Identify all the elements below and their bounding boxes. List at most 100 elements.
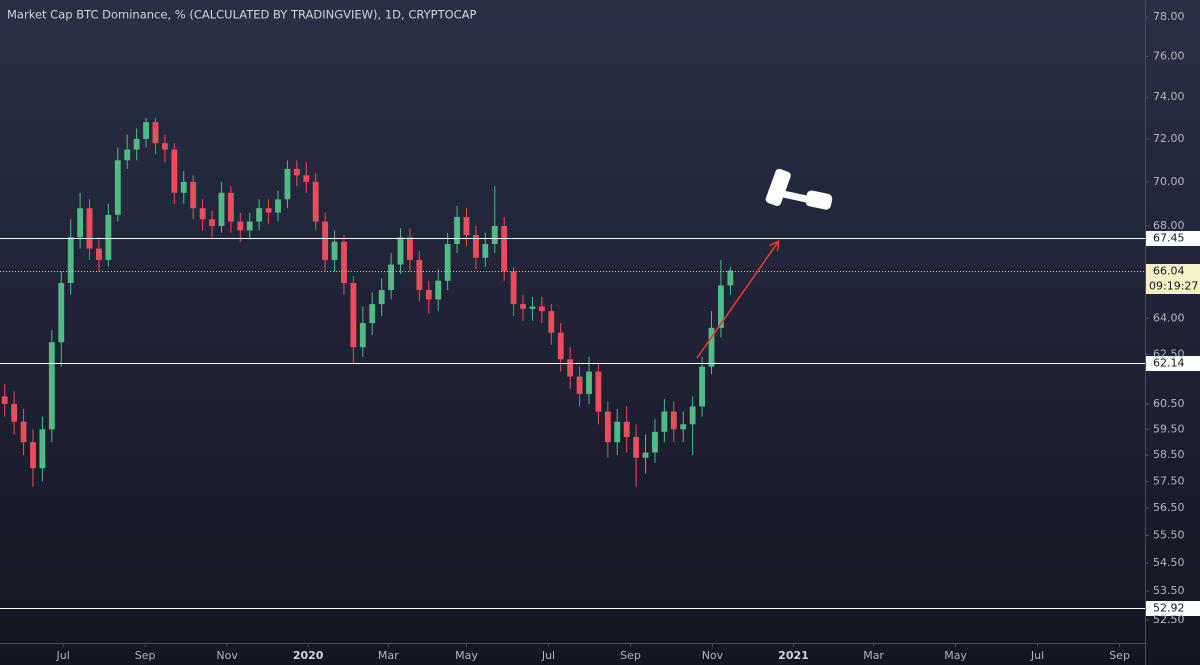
candle-body bbox=[312, 181, 319, 222]
level-label: 62.14 bbox=[1153, 357, 1185, 370]
candle-body bbox=[246, 221, 253, 231]
level-label-box bbox=[1146, 231, 1200, 246]
candle-body bbox=[369, 304, 376, 324]
candle-body bbox=[661, 411, 668, 432]
candle-body bbox=[350, 283, 357, 348]
x-tick-label: Mar bbox=[863, 649, 884, 662]
candle-body bbox=[454, 217, 460, 245]
candle-body bbox=[1, 396, 8, 404]
candle-body bbox=[171, 149, 178, 193]
candle-body bbox=[708, 327, 715, 367]
y-tick-label: 55.50 bbox=[1153, 528, 1185, 541]
x-tick-label: Mar bbox=[378, 649, 399, 662]
candle-body bbox=[652, 431, 658, 453]
y-tick-label: 56.50 bbox=[1153, 501, 1185, 514]
candle-body bbox=[237, 221, 244, 231]
last-price-box bbox=[1146, 264, 1200, 294]
candle-body bbox=[199, 208, 206, 220]
candle-body bbox=[209, 219, 215, 226]
x-tick-label: Sep bbox=[135, 649, 156, 662]
candle-body bbox=[595, 371, 602, 412]
candle-body bbox=[614, 421, 621, 443]
candle-body bbox=[227, 192, 234, 222]
candle-body bbox=[604, 411, 611, 443]
candle-body bbox=[633, 437, 640, 458]
candle-body bbox=[96, 248, 102, 260]
y-tick-label: 57.50 bbox=[1153, 474, 1185, 487]
candle-body bbox=[388, 264, 395, 291]
candle-body bbox=[152, 122, 159, 144]
candle-body bbox=[416, 259, 423, 291]
candle-body bbox=[218, 192, 225, 226]
candle-body bbox=[425, 290, 432, 300]
y-tick-label: 70.00 bbox=[1153, 175, 1185, 188]
candle-body bbox=[529, 306, 536, 309]
candle-body bbox=[510, 271, 517, 305]
candle-body bbox=[48, 342, 55, 430]
level-label-box bbox=[1146, 601, 1200, 616]
trend-arrow bbox=[696, 242, 778, 359]
y-tick-label: 59.50 bbox=[1153, 422, 1185, 435]
candle-body bbox=[11, 403, 18, 422]
axes: 78.00 76.00 74.00 72.00 70.00 68.00 64.00 62.50… bbox=[55, 10, 1184, 662]
candle-body bbox=[642, 452, 649, 458]
y-tick-label: 64.00 bbox=[1153, 311, 1185, 324]
candle-body bbox=[161, 143, 168, 150]
x-tick-label: Jul bbox=[55, 649, 69, 662]
candle-body bbox=[689, 406, 696, 425]
x-tick-label: May bbox=[944, 649, 967, 662]
y-tick-label: 72.00 bbox=[1153, 132, 1185, 145]
x-tick-label: Nov bbox=[702, 649, 724, 662]
candle-body bbox=[30, 442, 36, 469]
candle-body bbox=[77, 208, 84, 238]
candle-body bbox=[680, 424, 687, 430]
candle-body bbox=[548, 311, 555, 333]
x-tick-label: Jul bbox=[1030, 649, 1044, 662]
last-price-label: 66.04 bbox=[1153, 265, 1185, 278]
candle-body bbox=[322, 221, 329, 260]
x-tick-label: Sep bbox=[1109, 649, 1130, 662]
candle-body bbox=[670, 411, 677, 430]
candle-body bbox=[20, 421, 27, 443]
candle-body bbox=[105, 214, 112, 260]
y-tick-label: 54.50 bbox=[1153, 556, 1185, 569]
countdown-label: 09:19:27 bbox=[1149, 280, 1198, 293]
candle-body bbox=[482, 244, 489, 258]
candle-body bbox=[576, 376, 583, 394]
y-tick-label: 78.00 bbox=[1153, 10, 1185, 23]
candles bbox=[1, 117, 734, 487]
overlays: 67.45 62.14 52.92 66.04 09:19:27 bbox=[0, 231, 1200, 616]
candle-body bbox=[538, 306, 545, 312]
candle-body bbox=[472, 234, 479, 258]
y-tick-label: 62.50 bbox=[1153, 347, 1185, 360]
candle-body bbox=[359, 323, 366, 348]
candle-body bbox=[58, 283, 65, 343]
level-label-box bbox=[1146, 356, 1200, 371]
y-tick-label: 53.50 bbox=[1153, 584, 1185, 597]
candle-body bbox=[124, 149, 131, 161]
level-label: 67.45 bbox=[1153, 232, 1185, 245]
candle-body bbox=[143, 122, 149, 139]
y-tick-label: 74.00 bbox=[1153, 90, 1185, 103]
candle-body bbox=[284, 168, 291, 200]
x-tick-label: Jul bbox=[541, 649, 555, 662]
candle-body bbox=[727, 270, 734, 286]
candle-body bbox=[293, 168, 300, 176]
candle-body bbox=[67, 237, 74, 284]
candle-body bbox=[444, 244, 451, 281]
candle-body bbox=[190, 181, 197, 209]
candle-body bbox=[114, 160, 121, 215]
candle-body bbox=[567, 359, 574, 377]
x-tick-label: Nov bbox=[216, 649, 238, 662]
candle-body bbox=[435, 280, 442, 300]
x-tick-label: Sep bbox=[620, 649, 641, 662]
y-tick-label: 58.50 bbox=[1153, 448, 1185, 461]
y-tick-label: 52.50 bbox=[1153, 613, 1185, 626]
x-tick-label: May bbox=[455, 649, 478, 662]
y-tick-label: 60.50 bbox=[1153, 397, 1185, 410]
level-label: 52.92 bbox=[1153, 602, 1185, 615]
candle-body bbox=[501, 225, 508, 272]
candle-body bbox=[699, 366, 705, 407]
candle-body bbox=[256, 208, 263, 222]
